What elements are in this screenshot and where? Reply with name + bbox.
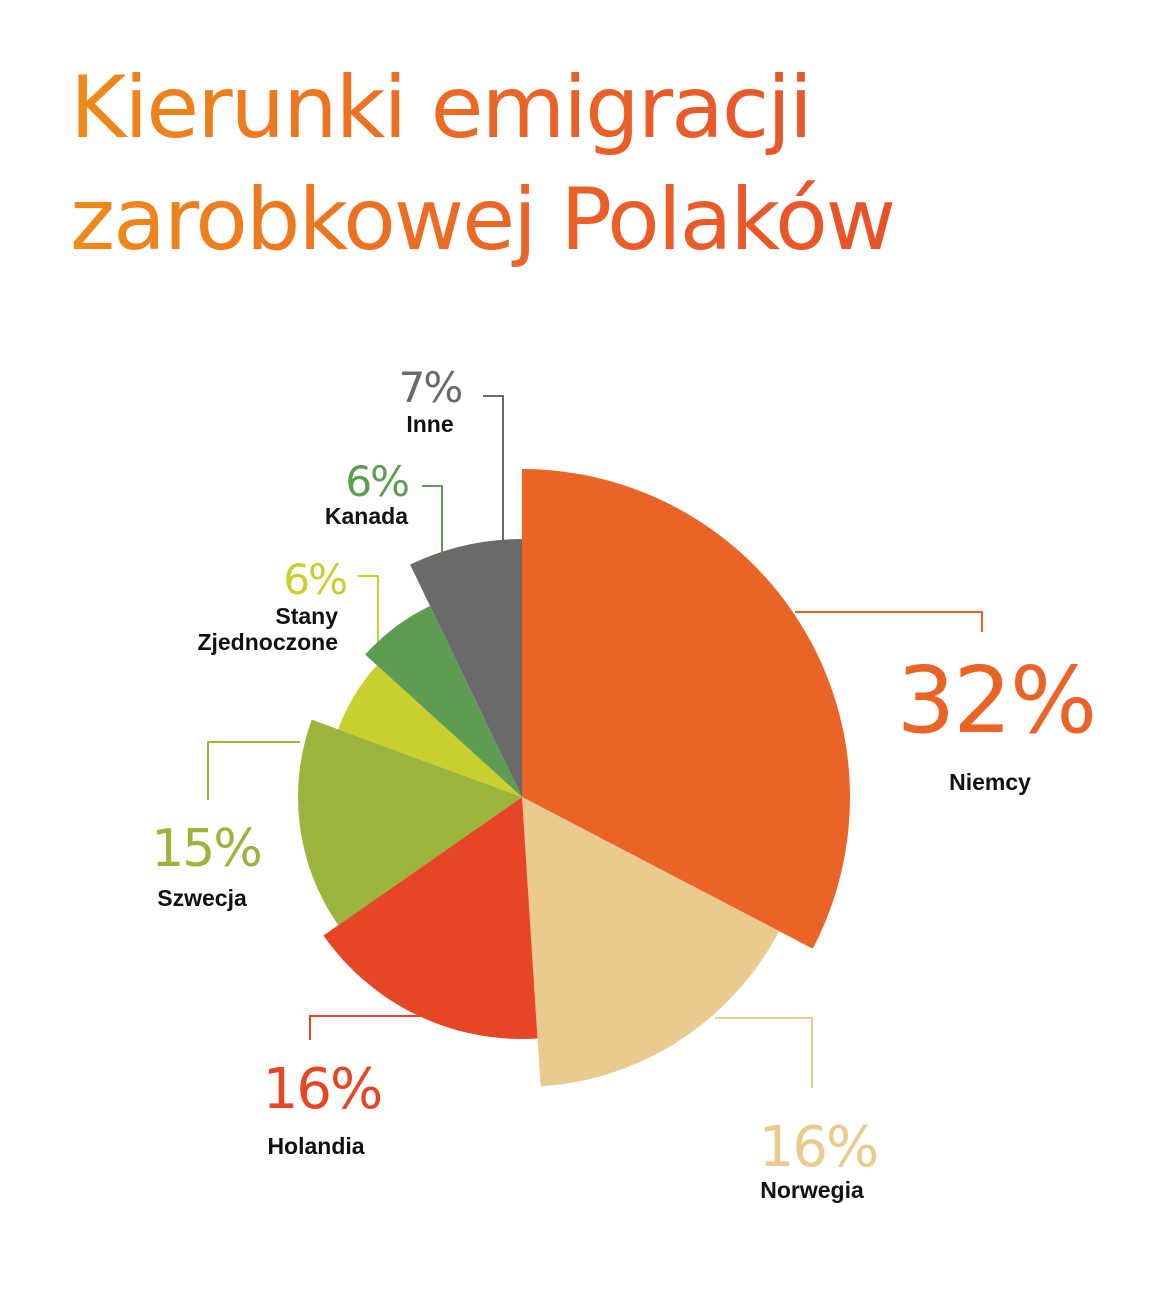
value-label-niemcy: 32%	[897, 647, 1095, 754]
value-label-stany-zjednoczone: 6%	[283, 555, 346, 604]
category-label-niemcy: Niemcy	[949, 769, 1031, 795]
category-label-szwecja: Szwecja	[157, 885, 247, 911]
value-label-holandia: 16%	[263, 1057, 381, 1122]
category-label-stany-zjednoczone: Stany Zjednoczone	[197, 603, 338, 655]
category-label-holandia: Holandia	[267, 1133, 364, 1159]
callout-line-niemcy	[795, 612, 982, 632]
callout-line-holandia	[310, 1016, 420, 1040]
callout-line-inne	[483, 396, 503, 540]
value-label-inne: 7%	[399, 363, 462, 412]
category-label-kanada: Kanada	[325, 503, 408, 529]
value-label-norwegia: 16%	[759, 1115, 877, 1180]
category-label-norwegia: Norwegia	[760, 1177, 864, 1203]
value-label-kanada: 6%	[345, 457, 408, 506]
callout-line-szwecja	[208, 742, 300, 800]
category-label-inne: Inne	[406, 411, 453, 437]
value-label-szwecja: 15%	[151, 819, 261, 879]
callout-line-norwegia	[715, 1018, 812, 1088]
